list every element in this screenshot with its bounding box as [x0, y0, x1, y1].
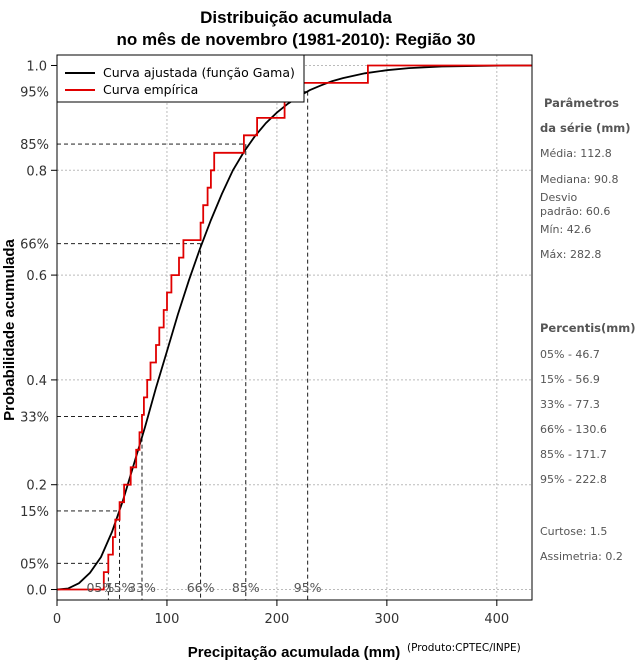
legend-box — [56, 54, 305, 103]
percentile-y-label-3: 66% — [20, 238, 49, 253]
labels: Distribuição acumulada no mês de novembro… — [1, 8, 521, 660]
y-tick-label-3: 0.6 — [26, 269, 47, 284]
y-tick-label-2: 0.4 — [26, 374, 47, 389]
y-tick-label-0: 0.0 — [26, 584, 47, 599]
legend-label-1: Curva empírica — [103, 82, 198, 97]
parametro-1: Mediana: 90.8 — [540, 173, 618, 186]
series-gamma-fit-line — [56, 64, 532, 591]
chart-title-line-2: no mês de novembro (1981-2010): Região 3… — [116, 30, 475, 49]
percentile-y-label-0: 05% — [20, 557, 49, 572]
axes: 0 100 200 300 4000.00.20.40.60.81.005%15%33%… — [20, 59, 509, 627]
x-tick-label-3: 300 — [374, 612, 399, 627]
percentil-2: 33% - 77.3 — [540, 398, 600, 411]
extra-stat-0: Curtose: 1.5 — [540, 525, 607, 538]
side-panel: Parâmetros da série (mm) Média: 112.8 Media… — [540, 96, 635, 563]
percentil-5: 95% - 222.8 — [540, 473, 607, 486]
legend-label-0: Curva ajustada (função Gama) — [103, 65, 295, 80]
parametro-3: padrão: 60.6 — [540, 205, 610, 218]
parametros-title-1: Parâmetros — [544, 96, 619, 110]
percentile-y-label-5: 95% — [20, 86, 49, 101]
percentile-x-label-2: 33% — [128, 580, 156, 595]
x-tick-label-0: 0 — [53, 612, 61, 627]
parametro-4: Mín: 42.6 — [540, 223, 591, 236]
parametros-title-2: da série (mm) — [540, 121, 631, 135]
percentile-x-label-0: 05% — [86, 580, 114, 595]
credit-label: (Produto:CPTEC/INPE) — [407, 642, 521, 654]
percentile-x-label-4: 85% — [232, 580, 260, 595]
x-tick-label-1: 100 — [155, 612, 180, 627]
x-tick-label-4: 400 — [484, 612, 509, 627]
percentile-x-label-3: 66% — [187, 580, 215, 595]
y-tick-label-5: 1.0 — [26, 59, 47, 74]
extra-stat-1: Assimetria: 0.2 — [540, 550, 623, 563]
chart-title-line-1: Distribuição acumulada — [200, 8, 392, 27]
legend: Curva ajustada (função Gama) Curva empíri… — [56, 54, 305, 103]
plot-frame — [56, 54, 533, 601]
percentile-guides — [57, 91, 309, 600]
percentil-3: 66% - 130.6 — [540, 423, 607, 436]
percentile-y-label-1: 15% — [20, 505, 49, 520]
y-tick-label-4: 0.8 — [26, 164, 47, 179]
parametro-0: Média: 112.8 — [540, 147, 612, 160]
y-axis-label: Probabilidade acumulada — [1, 238, 18, 420]
percentil-1: 15% - 56.9 — [540, 373, 600, 386]
x-tick-label-2: 200 — [264, 612, 289, 627]
percentil-4: 85% - 171.7 — [540, 448, 607, 461]
percentile-y-label-2: 33% — [20, 411, 49, 426]
parametro-2: Desvio — [540, 191, 578, 204]
y-tick-label-1: 0.2 — [26, 479, 47, 494]
grid — [56, 55, 532, 600]
percentile-x-label-5: 95% — [294, 580, 322, 595]
percentil-0: 05% - 46.7 — [540, 348, 600, 361]
series-layer — [56, 64, 532, 591]
x-axis-label: Precipitação acumulada (mm) — [188, 644, 401, 660]
percentile-y-label-4: 85% — [20, 138, 49, 153]
parametro-5: Máx: 282.8 — [540, 248, 601, 261]
percentile-x-label-1: 15% — [106, 580, 134, 595]
series-empirical-step-line — [57, 64, 532, 591]
percentis-title: Percentis(mm) — [540, 321, 635, 335]
